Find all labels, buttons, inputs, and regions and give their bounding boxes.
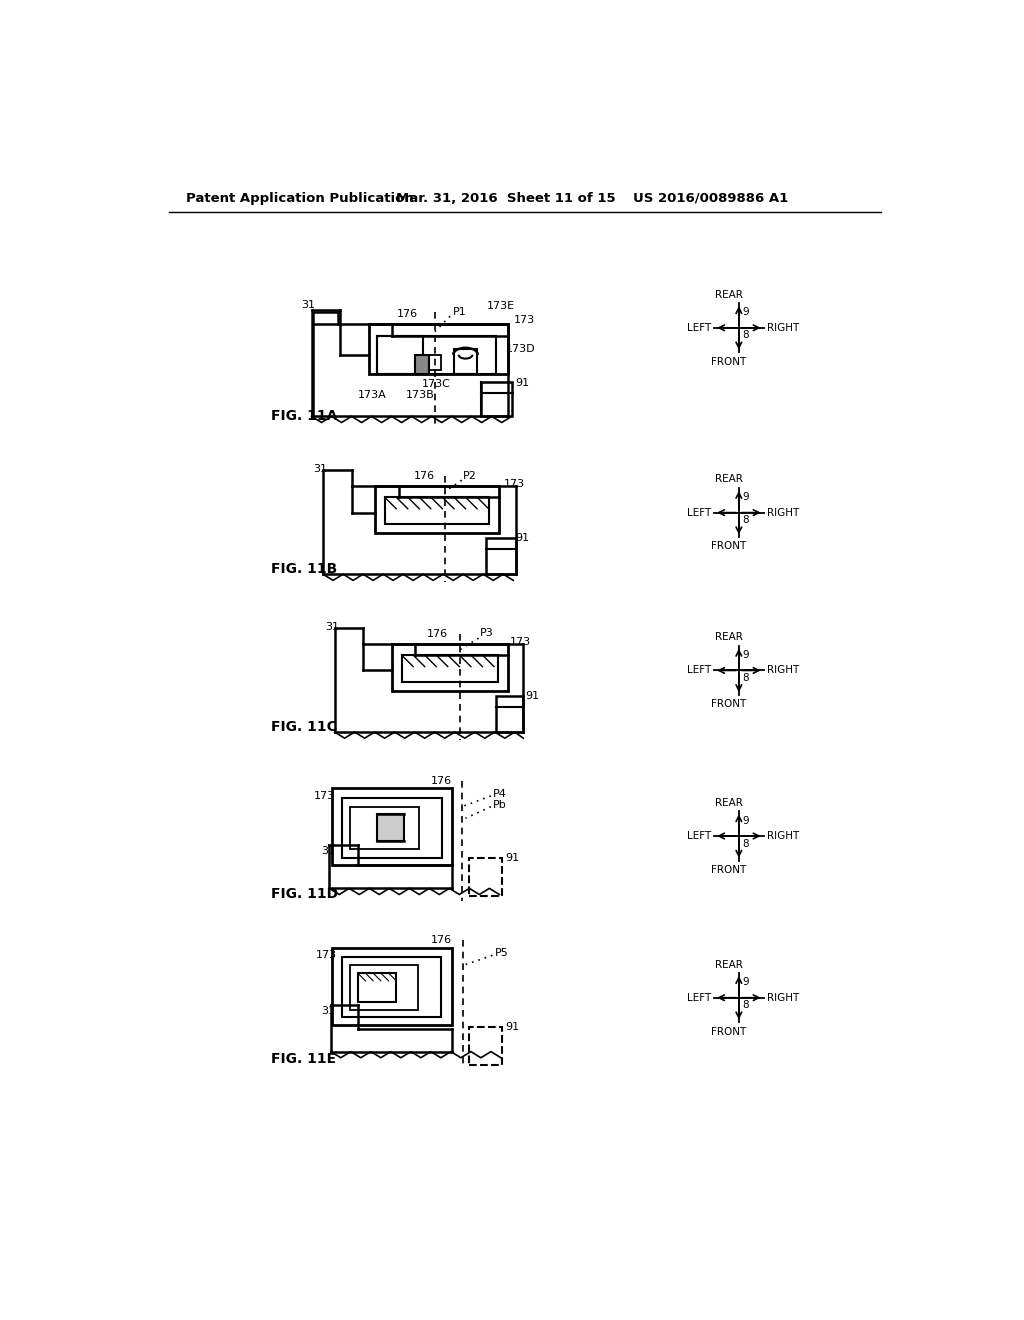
Text: 9: 9 bbox=[742, 492, 750, 502]
Text: 176: 176 bbox=[431, 776, 452, 785]
Bar bbox=[377, 814, 403, 841]
Text: 8: 8 bbox=[742, 838, 749, 849]
Text: 9: 9 bbox=[742, 649, 750, 660]
Bar bbox=[469, 1027, 502, 1065]
Text: REAR: REAR bbox=[715, 960, 742, 970]
Bar bbox=[357, 973, 396, 1002]
Text: 176: 176 bbox=[431, 935, 452, 945]
Bar bbox=[370, 323, 508, 374]
Text: FRONT: FRONT bbox=[712, 700, 746, 709]
Bar bbox=[385, 498, 488, 524]
Text: P4: P4 bbox=[493, 788, 506, 799]
Bar bbox=[333, 948, 452, 1024]
Bar bbox=[333, 788, 452, 866]
Text: 173: 173 bbox=[315, 950, 337, 961]
Text: 8: 8 bbox=[742, 673, 749, 684]
Text: 173: 173 bbox=[514, 315, 536, 325]
Bar bbox=[469, 858, 502, 896]
Text: 91: 91 bbox=[505, 1022, 519, 1032]
Bar bbox=[377, 335, 423, 374]
Text: P5: P5 bbox=[495, 948, 509, 958]
Text: FIG. 11D: FIG. 11D bbox=[271, 887, 339, 900]
Text: 173B: 173B bbox=[407, 389, 435, 400]
Text: FIG. 11B: FIG. 11B bbox=[271, 562, 338, 576]
Text: RIGHT: RIGHT bbox=[767, 665, 799, 676]
Bar bbox=[342, 797, 442, 858]
Text: 173D: 173D bbox=[506, 343, 536, 354]
Text: FIG. 11E: FIG. 11E bbox=[271, 1052, 337, 1067]
Bar bbox=[416, 355, 429, 374]
Text: 9: 9 bbox=[742, 977, 750, 987]
Text: 91: 91 bbox=[524, 690, 539, 701]
Bar bbox=[486, 539, 515, 574]
Text: P1: P1 bbox=[453, 308, 466, 317]
Text: 173A: 173A bbox=[357, 389, 386, 400]
Text: Mar. 31, 2016  Sheet 11 of 15: Mar. 31, 2016 Sheet 11 of 15 bbox=[396, 191, 615, 205]
Bar bbox=[377, 335, 497, 374]
Text: LEFT: LEFT bbox=[687, 665, 711, 676]
Text: FRONT: FRONT bbox=[712, 1027, 746, 1036]
Text: 31: 31 bbox=[313, 463, 327, 474]
Text: FIG. 11A: FIG. 11A bbox=[271, 409, 338, 424]
Text: P3: P3 bbox=[480, 628, 494, 639]
Text: 91: 91 bbox=[515, 533, 529, 543]
Text: Patent Application Publication: Patent Application Publication bbox=[186, 191, 414, 205]
Bar bbox=[429, 355, 441, 370]
Bar bbox=[497, 696, 523, 733]
Text: US 2016/0089886 A1: US 2016/0089886 A1 bbox=[634, 191, 788, 205]
Text: 176: 176 bbox=[397, 309, 419, 319]
Text: REAR: REAR bbox=[715, 797, 742, 808]
Text: REAR: REAR bbox=[715, 632, 742, 643]
Text: 176: 176 bbox=[414, 471, 435, 482]
Text: REAR: REAR bbox=[715, 474, 742, 484]
Text: REAR: REAR bbox=[715, 289, 742, 300]
Text: 31: 31 bbox=[301, 300, 315, 310]
Text: FRONT: FRONT bbox=[712, 865, 746, 875]
Bar bbox=[350, 807, 419, 849]
Text: Pb: Pb bbox=[494, 800, 507, 810]
Text: RIGHT: RIGHT bbox=[767, 508, 799, 517]
Text: 91: 91 bbox=[505, 853, 519, 862]
Bar bbox=[454, 350, 477, 374]
Text: P2: P2 bbox=[463, 471, 477, 480]
Text: 173E: 173E bbox=[487, 301, 515, 312]
Text: LEFT: LEFT bbox=[687, 323, 711, 333]
Text: 173: 173 bbox=[313, 791, 335, 801]
Bar bbox=[376, 486, 499, 533]
Text: FRONT: FRONT bbox=[712, 541, 746, 552]
Text: LEFT: LEFT bbox=[687, 508, 711, 517]
Text: 176: 176 bbox=[427, 630, 449, 639]
Text: FIG. 11C: FIG. 11C bbox=[271, 719, 337, 734]
Text: 8: 8 bbox=[742, 330, 749, 341]
Text: 173: 173 bbox=[510, 638, 531, 647]
Text: 8: 8 bbox=[742, 515, 749, 525]
Text: LEFT: LEFT bbox=[687, 993, 711, 1003]
Text: FRONT: FRONT bbox=[712, 356, 746, 367]
Bar bbox=[481, 381, 512, 416]
Bar bbox=[350, 965, 418, 1010]
Text: 9: 9 bbox=[742, 816, 750, 825]
Text: RIGHT: RIGHT bbox=[767, 993, 799, 1003]
Bar bbox=[342, 957, 441, 1016]
Bar bbox=[401, 655, 498, 682]
Text: 8: 8 bbox=[742, 1001, 749, 1010]
Text: RIGHT: RIGHT bbox=[767, 832, 799, 841]
Text: 9: 9 bbox=[742, 308, 750, 317]
Text: 31: 31 bbox=[321, 846, 335, 857]
Text: RIGHT: RIGHT bbox=[767, 323, 799, 333]
Text: 173C: 173C bbox=[422, 379, 451, 389]
Text: 31: 31 bbox=[326, 622, 339, 631]
Text: 91: 91 bbox=[515, 379, 529, 388]
Bar bbox=[392, 644, 508, 692]
Text: LEFT: LEFT bbox=[687, 832, 711, 841]
Text: 173: 173 bbox=[504, 479, 525, 490]
Text: 31: 31 bbox=[322, 1006, 336, 1016]
